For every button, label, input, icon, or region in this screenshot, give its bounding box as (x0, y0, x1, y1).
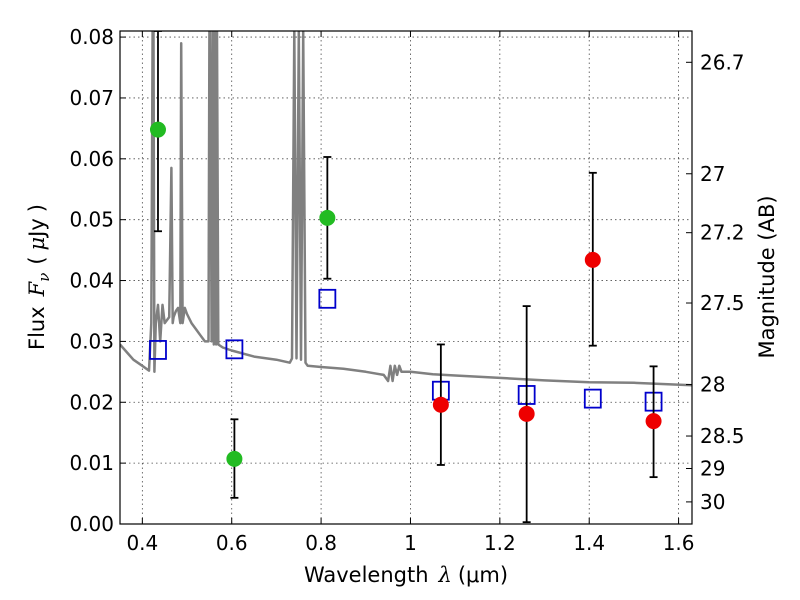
grid (120, 31, 692, 525)
x-axis-label: Wavelength λ (μm) (304, 563, 508, 587)
model-flux-square (318, 288, 337, 309)
y-axis-ticks: 0.00 0.01 0.02 0.03 0.04 0.05 0.06 0.07 0.08 (69, 25, 126, 536)
y2-tick-label: 27.2 (700, 221, 745, 245)
y-tick-label: 0.07 (69, 86, 114, 110)
y-tick-label: 0.06 (69, 147, 114, 171)
x-tick-label: 0.4 (126, 531, 158, 555)
model-spectrum-line (120, 31, 692, 387)
flux-data-point (226, 450, 243, 467)
flux-data-point (319, 209, 336, 226)
y2-tick-label: 29 (700, 456, 725, 480)
y2-axis-label: Magnitude (AB) (755, 195, 779, 358)
y-tick-label: 0.04 (69, 269, 114, 293)
model-flux-square (225, 339, 244, 360)
plot-frame (119, 30, 693, 525)
flux-data-point (432, 396, 449, 413)
x-tick-label: 1.2 (484, 531, 516, 555)
y2-tick-label: 27.5 (700, 291, 745, 315)
x-tick-label: 1 (404, 531, 417, 555)
y-axis-label: FluxFν(μJy) (25, 204, 53, 350)
model-flux-square (583, 388, 602, 409)
x-tick-label: 0.8 (305, 531, 337, 555)
plot-area (120, 31, 692, 524)
x-tick-label: 0.6 (216, 531, 248, 555)
flux-data-point (645, 413, 662, 430)
flux-data-point (518, 405, 535, 422)
y-tick-label: 0.03 (69, 329, 114, 353)
y-tick-label: 0.02 (69, 390, 114, 414)
y-tick-label: 0.05 (69, 208, 114, 232)
y2-axis-ticks: 26.7 27 27.2 27.5 28 28.5 29 30 (686, 50, 745, 514)
model-flux-square (149, 340, 167, 360)
y-tick-label: 0.01 (69, 451, 114, 475)
x-tick-label: 1.4 (573, 531, 605, 555)
flux-data-point (149, 121, 166, 138)
y-tick-label: 0.00 (69, 512, 114, 536)
y2-tick-label: 30 (700, 490, 725, 514)
flux-data-point (584, 251, 601, 268)
y2-tick-label: 27 (700, 162, 725, 186)
y2-tick-label: 26.7 (700, 50, 745, 74)
x-tick-label: 1.6 (663, 531, 695, 555)
x-axis-ticks: 0.4 0.6 0.8 1 1.2 1.4 1.6 (126, 31, 695, 555)
y2-tick-label: 28.5 (700, 424, 745, 448)
y2-tick-label: 28 (700, 373, 725, 397)
y-tick-label: 0.08 (69, 25, 114, 49)
